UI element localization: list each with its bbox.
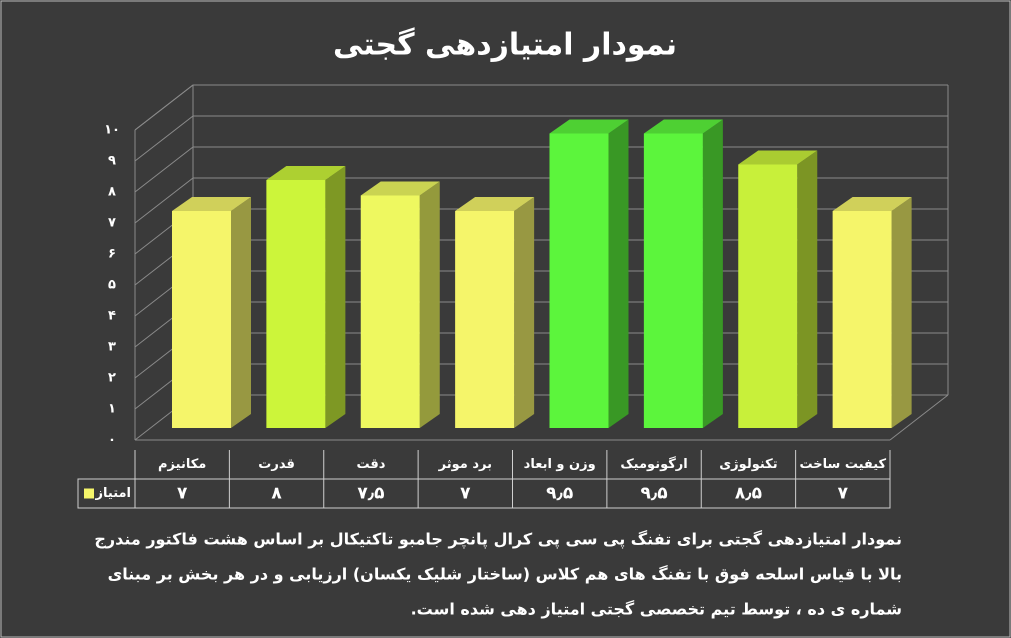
x-tick-label: تکنولوژی	[719, 457, 777, 472]
caption: شماره ی ده ، توسط تیم تخصصی گجتی امتیاز …	[411, 600, 902, 619]
x-tick-label: وزن و ابعاد	[524, 457, 596, 472]
bar	[455, 211, 515, 428]
bar-side	[797, 150, 818, 428]
grid-line	[134, 115, 948, 162]
x-tick-label: برد موثر	[438, 457, 492, 472]
y-tick-label: ۵	[108, 278, 116, 293]
y-tick-label: ۷	[108, 216, 116, 231]
y-tick-label: ۸	[108, 185, 116, 200]
y-tick-label: ۱۰	[104, 123, 120, 138]
value-label: ۸٫۵	[735, 484, 762, 504]
value-label: ۷٫۵	[357, 484, 384, 504]
y-tick-label: ۲	[108, 371, 116, 386]
axis-line	[889, 394, 949, 441]
x-tick-label: دقت	[356, 457, 385, 472]
bar-top	[549, 119, 629, 134]
x-tick-label: مکانیزم	[158, 457, 206, 472]
value-label: ۹٫۵	[641, 484, 668, 504]
bar-side	[419, 181, 440, 428]
legend-label: امتیاز	[95, 486, 131, 501]
x-tick-label: کیفیت ساخت	[800, 457, 887, 472]
bar-top	[172, 197, 251, 211]
y-tick-label: ۶	[108, 247, 116, 262]
value-label: ۷	[460, 484, 471, 504]
value-label: ۹٫۵	[546, 484, 573, 504]
bar-top	[832, 197, 912, 211]
bar-side	[891, 197, 912, 428]
chart-title: نمودار امتیازدهی گجتی	[333, 27, 677, 63]
bar	[738, 164, 798, 428]
bar-side	[325, 166, 346, 428]
bar-side	[231, 197, 251, 428]
caption: بالا با قیاس اسلحه فوق با تفنگ های هم کل…	[108, 565, 902, 584]
y-tick-label: ۳	[108, 340, 116, 355]
x-tick-label: قدرت	[258, 457, 295, 472]
y-tick-label: ۰	[108, 433, 116, 448]
bar-top	[266, 166, 346, 180]
bar	[172, 211, 231, 428]
bar-top	[643, 119, 723, 134]
legend-marker	[84, 488, 94, 499]
bar	[360, 195, 420, 428]
x-tick-label: ارگونومیک	[620, 456, 687, 472]
value-label: ۸	[271, 484, 282, 504]
value-label: ۷	[838, 484, 849, 504]
y-tick-label: ۹	[108, 154, 116, 169]
caption: نمودار امتیازدهی گجتی برای تفنگ پی سی پی…	[94, 530, 902, 550]
y-tick-label: ۴	[108, 309, 116, 324]
bar	[549, 133, 609, 428]
bar-top	[455, 197, 535, 211]
bar	[832, 211, 892, 428]
bar-side	[702, 119, 723, 428]
y-tick-label: ۱	[108, 402, 116, 417]
value-label: ۷	[177, 484, 188, 504]
bar-top	[738, 150, 818, 165]
bar-side	[608, 119, 629, 428]
bar-side	[514, 197, 535, 428]
bar-top	[360, 181, 440, 196]
grid-line	[134, 84, 948, 131]
bar	[643, 133, 703, 428]
bar	[266, 180, 326, 428]
